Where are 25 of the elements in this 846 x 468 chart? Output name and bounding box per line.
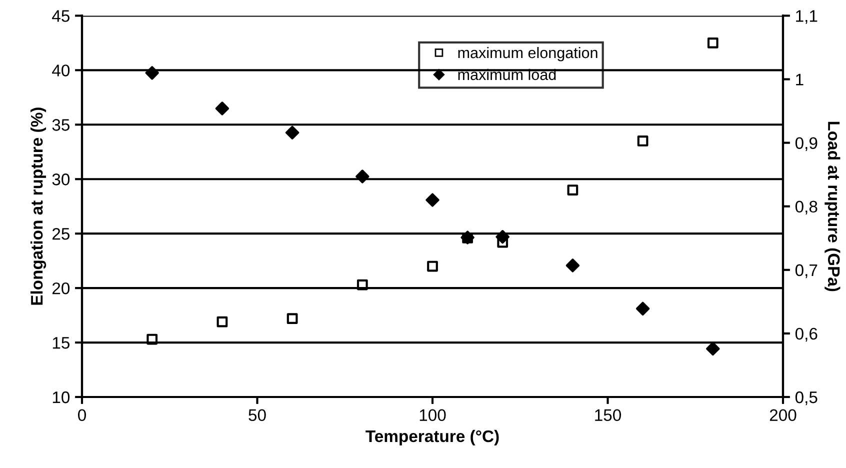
y-tick-label: 45 [52,10,70,22]
x-tick-label: 150 [595,409,622,422]
y2-tick-label: 0,8 [795,200,818,215]
y-axis-title: Elongation at rupture (%) [30,108,46,305]
y2-tick-label: 0,5 [795,391,818,406]
x-axis-title: Temperature (°C) [366,430,499,446]
y2-tick-label: 1,1 [796,10,818,24]
y-tick-label: 15 [52,337,70,349]
y-tick-label: 40 [52,64,70,76]
y2-tick-label: 0,6 [795,328,818,342]
x-tick-label: 0 [78,409,86,422]
y-tick-label: 20 [52,282,70,294]
y-tick-label: 10 [52,391,70,404]
x-tick-label: 200 [770,409,796,422]
x-tick-label: 50 [248,409,266,422]
y2-tick-label: 1 [796,74,804,86]
legend-label: maximum load [458,68,556,80]
legend-label: maximum elongation [458,46,598,62]
x-tick-label: 100 [420,409,446,422]
y2-tick-label: 0,7 [795,264,818,278]
y-tick-label: 35 [52,119,70,131]
y2-tick-label: 0,9 [795,137,818,151]
y2-axis-title: Load at rupture (GPa) [824,122,840,292]
y-tick-label: 25 [52,228,70,240]
y-tick-label: 30 [52,174,70,186]
